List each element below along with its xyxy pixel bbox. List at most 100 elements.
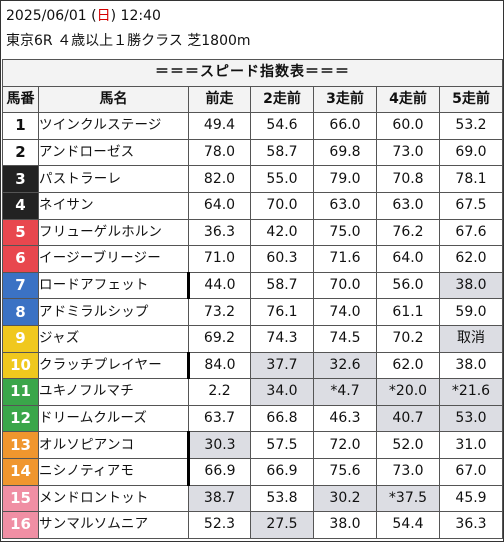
speed-index-cell: 60.0 — [376, 112, 440, 140]
table-row: 7 ロードアフェット 44.0 58.7 70.0 56.0 38.0 — [2, 271, 503, 300]
horse-name-cell: イージーブリージー — [38, 245, 189, 273]
speed-index-cell: *4.7 — [313, 378, 377, 406]
speed-index-cell: 84.0 — [188, 351, 251, 380]
speed-index-cell: 61.1 — [376, 298, 440, 326]
speed-index-cell: 52.3 — [188, 511, 251, 539]
speed-index-table: ＝＝＝スピード指数表＝＝＝ 馬番 馬名 前走 2走前 3走前 4走前 5走前 1… — [2, 59, 503, 539]
speed-index-cell: 73.2 — [188, 298, 251, 326]
speed-index-cell: 70.0 — [250, 191, 314, 220]
horse-number-cell: 2 — [2, 138, 39, 167]
speed-index-cell: 44.0 — [188, 271, 251, 300]
speed-index-cell: 73.0 — [376, 138, 440, 167]
horse-number-cell: 8 — [2, 298, 39, 326]
speed-index-cell: 62.0 — [376, 351, 440, 380]
horse-name-cell: アンドローゼス — [38, 138, 189, 167]
horse-number-cell: 11 — [2, 378, 39, 406]
table-row: 16 サンマルソムニア 52.3 27.5 38.0 54.4 36.3 — [2, 511, 503, 539]
horse-name-cell: ジャズ — [38, 324, 189, 353]
header-5-races-ago: 5走前 — [439, 85, 503, 114]
speed-index-cell: 75.6 — [313, 457, 377, 486]
speed-index-cell: 71.6 — [313, 245, 377, 273]
horse-name-cell: ユキノフルマチ — [38, 378, 189, 406]
speed-index-cell: 66.9 — [250, 457, 314, 486]
column-header-row: 馬番 馬名 前走 2走前 3走前 4走前 5走前 — [2, 85, 503, 114]
speed-index-cell: 76.1 — [250, 298, 314, 326]
table-row: 1 ツインクルステージ 49.4 54.6 66.0 60.0 53.2 — [2, 112, 503, 140]
speed-index-cell: 79.0 — [313, 165, 377, 193]
horse-number-cell: 16 — [2, 511, 39, 539]
table-row: 13 オルソピアンコ 30.3 57.5 72.0 52.0 31.0 — [2, 431, 503, 459]
speed-index-cell: 66.9 — [188, 457, 251, 486]
speed-index-cell: 75.0 — [313, 218, 377, 247]
speed-index-cell: 32.6 — [313, 351, 377, 380]
header-last-race: 前走 — [188, 85, 251, 114]
speed-index-cell: 36.3 — [188, 218, 251, 247]
horse-name-cell: オルソピアンコ — [38, 431, 190, 459]
table-row: 6 イージーブリージー 71.0 60.3 71.6 64.0 62.0 — [2, 245, 503, 273]
speed-index-cell: 30.3 — [188, 431, 251, 459]
table-row: 3 パストラーレ 82.0 55.0 79.0 70.8 78.1 — [2, 165, 503, 193]
horse-name-cell: ドリームクルーズ — [38, 404, 189, 433]
speed-index-cell: 63.7 — [188, 404, 251, 433]
table-title-row: ＝＝＝スピード指数表＝＝＝ — [2, 59, 503, 87]
speed-index-cell: 74.5 — [313, 324, 377, 353]
horse-number-cell: 1 — [2, 112, 39, 140]
horse-name-cell: メンドロントット — [38, 484, 189, 513]
speed-index-cell: 70.2 — [376, 324, 440, 353]
horse-name-cell: サンマルソムニア — [38, 511, 189, 539]
horse-name-cell: ロードアフェット — [38, 271, 190, 300]
speed-index-cell: 38.0 — [439, 271, 503, 300]
table-row: 15 メンドロントット 38.7 53.8 30.2 *37.5 45.9 — [2, 484, 503, 513]
speed-index-cell: 38.0 — [439, 351, 503, 380]
race-time: 12:40 — [116, 8, 161, 24]
table-row: 14 ニシノティアモ 66.9 66.9 75.6 73.0 67.0 — [2, 457, 503, 486]
speed-index-cell: 36.3 — [439, 511, 503, 539]
speed-index-cell: 76.2 — [376, 218, 440, 247]
horse-name-cell: フリューゲルホルン — [38, 218, 189, 247]
table-row: 5 フリューゲルホルン 36.3 42.0 75.0 76.2 67.6 — [2, 218, 503, 247]
header-horse-name: 馬名 — [38, 85, 189, 114]
speed-index-cell: 40.7 — [376, 404, 440, 433]
speed-index-cell: 74.0 — [313, 298, 377, 326]
horse-number-cell: 7 — [2, 271, 39, 300]
race-weekday: 日 — [96, 8, 111, 24]
table-row: 11 ユキノフルマチ 2.2 34.0 *4.7 *20.0 *21.6 — [2, 378, 503, 406]
horse-number-cell: 3 — [2, 165, 39, 193]
speed-index-cell: 52.0 — [376, 431, 440, 459]
speed-index-cell: 57.5 — [250, 431, 314, 459]
table-row: 10 クラッチプレイヤー 84.0 37.7 32.6 62.0 38.0 — [2, 351, 503, 380]
table-row: 12 ドリームクルーズ 63.7 66.8 46.3 40.7 53.0 — [2, 404, 503, 433]
speed-index-cell: 67.5 — [439, 191, 503, 220]
speed-index-cell: *37.5 — [376, 484, 440, 513]
horse-number-cell: 15 — [2, 484, 39, 513]
horse-number-cell: 13 — [2, 431, 39, 459]
speed-index-cell: 66.8 — [250, 404, 314, 433]
speed-index-cell: 30.2 — [313, 484, 377, 513]
speed-index-cell: 46.3 — [313, 404, 377, 433]
speed-index-cell: *21.6 — [439, 378, 503, 406]
speed-index-cell: 72.0 — [313, 431, 377, 459]
speed-index-cell: 53.0 — [439, 404, 503, 433]
horse-number-cell: 10 — [2, 351, 39, 380]
speed-index-cell: 55.0 — [250, 165, 314, 193]
speed-index-cell: 82.0 — [188, 165, 251, 193]
speed-index-cell: 58.7 — [250, 138, 314, 167]
speed-index-cell: 64.0 — [188, 191, 251, 220]
race-date: 2025/06/01 — [6, 8, 87, 24]
speed-index-cell: 取消 — [439, 324, 503, 353]
speed-index-cell: 69.8 — [313, 138, 377, 167]
table-row: 2 アンドローゼス 78.0 58.7 69.8 73.0 69.0 — [2, 138, 503, 167]
speed-index-cell: 63.0 — [376, 191, 440, 220]
speed-index-cell: 58.7 — [250, 271, 314, 300]
speed-index-cell: 2.2 — [188, 378, 251, 406]
horse-number-cell: 12 — [2, 404, 39, 433]
header-horse-number: 馬番 — [2, 85, 39, 114]
speed-index-cell: 60.3 — [250, 245, 314, 273]
speed-index-cell: 69.0 — [439, 138, 503, 167]
speed-index-cell: 54.4 — [376, 511, 440, 539]
speed-index-cell: 27.5 — [250, 511, 314, 539]
speed-index-cell: 49.4 — [188, 112, 251, 140]
horse-name-cell: パストラーレ — [38, 165, 189, 193]
speed-index-cell: 37.7 — [250, 351, 314, 380]
